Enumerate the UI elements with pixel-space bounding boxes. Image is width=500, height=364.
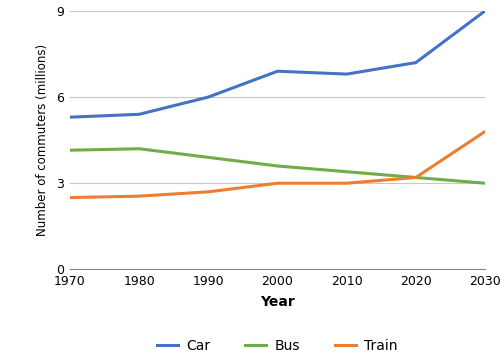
Line: Train: Train xyxy=(70,131,485,198)
Bus xyxy=(482,181,488,185)
Legend: Car, Bus, Train: Car, Bus, Train xyxy=(152,333,403,358)
Car xyxy=(344,72,349,76)
Train xyxy=(206,190,212,194)
Car xyxy=(274,69,280,74)
Train xyxy=(274,181,280,185)
Bus xyxy=(206,155,212,159)
Train xyxy=(67,195,73,200)
Car xyxy=(206,95,212,99)
Bus xyxy=(274,164,280,168)
Car xyxy=(482,9,488,13)
Line: Bus: Bus xyxy=(70,149,485,183)
Train xyxy=(344,181,349,185)
Car xyxy=(136,112,142,116)
Bus xyxy=(136,147,142,151)
Train xyxy=(136,194,142,198)
Car xyxy=(413,60,419,65)
Car xyxy=(67,115,73,119)
Bus xyxy=(344,170,349,174)
Train xyxy=(413,175,419,180)
Y-axis label: Number of commuters (millions): Number of commuters (millions) xyxy=(36,44,50,236)
Bus xyxy=(67,148,73,153)
Line: Car: Car xyxy=(70,11,485,117)
Train xyxy=(482,129,488,134)
X-axis label: Year: Year xyxy=(260,295,295,309)
Bus xyxy=(413,175,419,180)
